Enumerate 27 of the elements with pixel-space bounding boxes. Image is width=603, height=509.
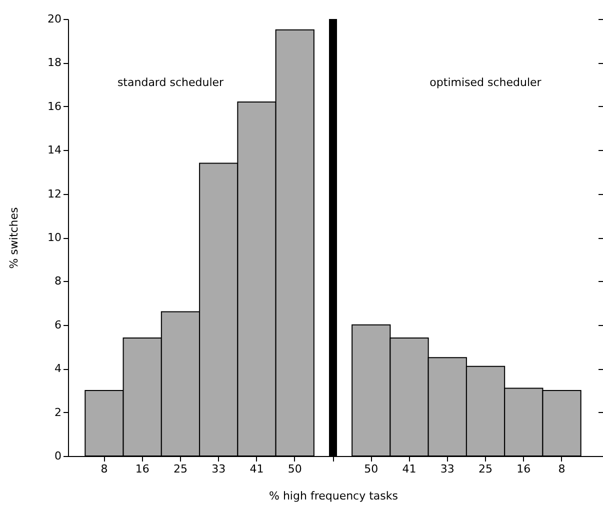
x-axis-title: % high frequency tasks [269, 490, 398, 502]
x-tick-label: 8 [100, 462, 108, 476]
annotation: optimised scheduler [430, 76, 542, 90]
y-tick-label: 0 [54, 450, 62, 462]
y-tick-label: 8 [54, 274, 62, 288]
annotation: standard scheduler [117, 76, 224, 90]
y-axis-title: % switches [8, 206, 21, 269]
x-tick-label: 16 [135, 462, 150, 476]
y-tick-label: 20 [48, 12, 62, 26]
x-tick-label: 16 [516, 462, 531, 476]
y-tick-label: 6 [54, 318, 62, 332]
x-tick-label: 33 [212, 462, 226, 476]
x-tick-label: 41 [402, 462, 416, 476]
x-tick-label: 50 [364, 462, 378, 476]
y-tick-label: 10 [48, 231, 62, 244]
x-tick-label: 8 [558, 462, 566, 476]
y-tick-label: 2 [54, 406, 62, 419]
y-tick-label: 4 [54, 362, 62, 376]
y-tick-label: 12 [48, 187, 62, 200]
y-tick-label: 16 [48, 100, 62, 113]
x-tick-label: 25 [478, 462, 493, 476]
y-tick-label: 18 [48, 56, 62, 70]
x-tick-label: 50 [288, 462, 302, 476]
y-tick-label: 14 [48, 144, 62, 157]
x-tick-label: 25 [173, 462, 188, 476]
x-tick-label: 33 [440, 462, 454, 476]
x-tick-label: 41 [250, 462, 264, 476]
